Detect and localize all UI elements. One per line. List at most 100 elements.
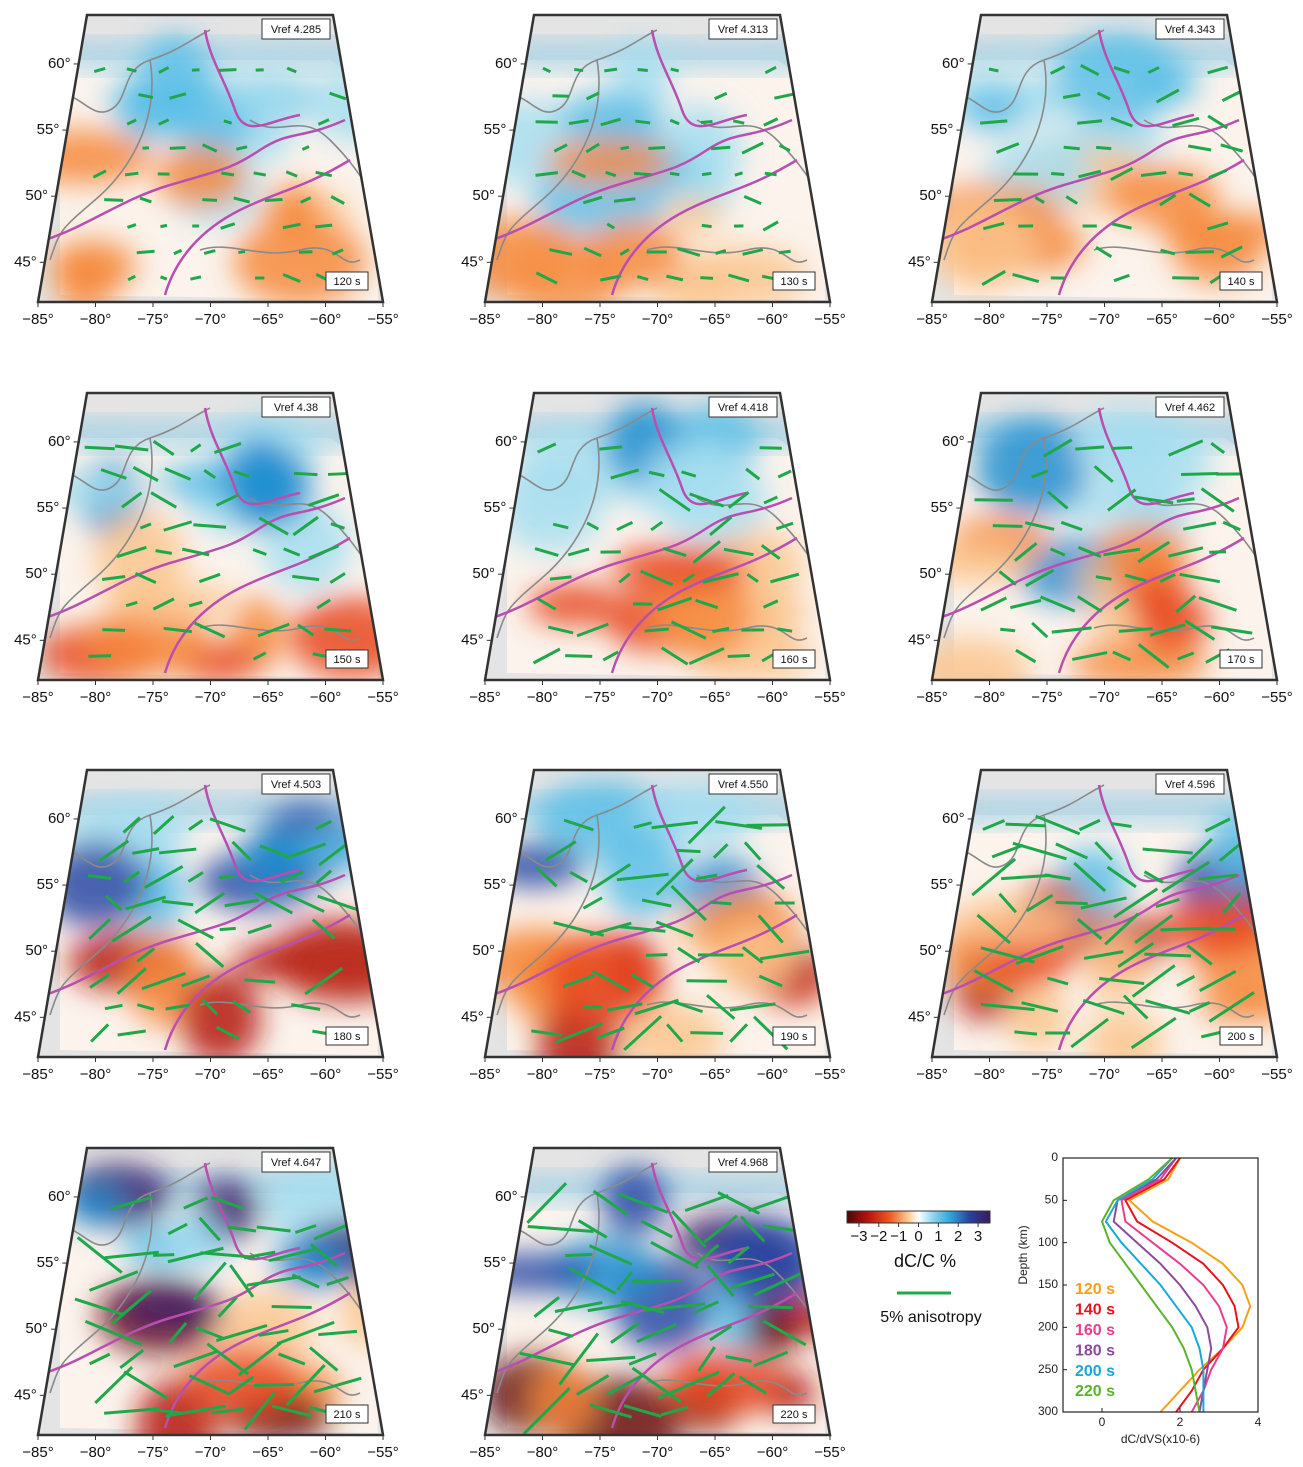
anisotropy-bar <box>604 69 617 71</box>
anisotropy-bar <box>238 251 245 252</box>
y-tick-label: 60° <box>495 1188 518 1205</box>
y-tick-label: 45° <box>461 1386 484 1403</box>
anisotropy-bar <box>1000 629 1015 630</box>
x-tick-label: −80° <box>80 311 111 328</box>
anomaly-blob <box>268 183 320 238</box>
x-tick-label: −80° <box>527 689 558 706</box>
x-tick-label: 2 <box>1177 1415 1184 1429</box>
colorbar-label: dC/C % <box>894 1251 956 1271</box>
anisotropy-bar <box>265 200 283 201</box>
y-tick-label: 45° <box>908 631 931 648</box>
y-tick-label: 50° <box>919 942 942 959</box>
x-tick-label: −55° <box>367 1444 398 1461</box>
colorbar-tick-label: 2 <box>954 1228 962 1245</box>
anisotropy-bar <box>315 225 332 227</box>
y-tick-label: 60° <box>48 810 71 827</box>
anisotropy-bar <box>631 1280 681 1281</box>
anisotropy-bar <box>645 629 669 631</box>
y-tick-label: 50 <box>1045 1193 1059 1207</box>
colorbar-tick-label: −3 <box>850 1228 867 1245</box>
anisotropy-bar <box>254 173 266 175</box>
x-tick-label: −65° <box>1146 1066 1177 1083</box>
y-tick-label: 55° <box>484 876 507 893</box>
anisotropy-bar <box>254 1385 294 1386</box>
vref-label: Vref 4.596 <box>1165 779 1215 791</box>
y-tick-label: 60° <box>495 810 518 827</box>
colorbar-tick-label: −1 <box>890 1228 907 1245</box>
y-tick-label: 55° <box>37 121 60 138</box>
anomaly-blob <box>530 1363 596 1435</box>
period-label: 180 s <box>334 1031 361 1043</box>
x-tick-label: −55° <box>1261 1066 1292 1083</box>
x-tick-label: −65° <box>699 689 730 706</box>
anisotropy-bar <box>202 200 217 201</box>
anisotropy-bar <box>993 526 1023 527</box>
x-tick-label: −55° <box>367 1066 398 1083</box>
x-tick-label: −60° <box>1204 1066 1235 1083</box>
y-tick-label: 60° <box>942 433 965 450</box>
anisotropy-bar <box>220 928 236 929</box>
colorbar-tick-label: −2 <box>870 1228 887 1245</box>
legend-entry: 140 s <box>1075 1302 1115 1319</box>
map-field <box>16 15 406 312</box>
anomaly-blob <box>644 442 746 497</box>
x-tick-label: −65° <box>252 689 283 706</box>
x-tick-label: −85° <box>916 311 947 328</box>
anisotropy-bar <box>294 473 317 474</box>
anomaly-blob <box>180 971 261 1064</box>
y-tick-label: 55° <box>931 121 954 138</box>
anisotropy-bar <box>552 96 568 97</box>
x-tick-label: −85° <box>916 689 947 706</box>
map-field <box>38 770 418 1064</box>
map-field <box>38 1148 428 1462</box>
anomaly-blob <box>1005 985 1069 1051</box>
x-tick-label: −55° <box>814 1066 845 1083</box>
anisotropy-bar <box>1051 173 1064 174</box>
anisotropy-bar <box>142 148 148 149</box>
anisotropy-bar <box>710 902 732 904</box>
x-tick-label: −85° <box>469 689 500 706</box>
x-tick-label: −65° <box>699 311 730 328</box>
y-tick-label: 45° <box>461 631 484 648</box>
anisotropy-bar <box>765 173 777 175</box>
x-tick-label: −70° <box>1089 689 1120 706</box>
x-tick-label: −85° <box>469 1444 500 1461</box>
x-tick-label: −65° <box>1146 689 1177 706</box>
anisotropy-bar <box>702 173 711 174</box>
x-tick-label: −75° <box>584 689 615 706</box>
y-tick-label: 60° <box>48 433 71 450</box>
legend-entry: 160 s <box>1075 1322 1115 1339</box>
anomaly-blob <box>1100 420 1212 506</box>
y-tick-label: 55° <box>931 499 954 516</box>
x-tick-label: −75° <box>137 1066 168 1083</box>
anisotropy-bar <box>648 147 665 148</box>
x-tick-label: 0 <box>1099 1415 1106 1429</box>
anisotropy-bar <box>671 69 679 71</box>
x-tick-label: −65° <box>699 1066 730 1083</box>
x-tick-label: −55° <box>367 689 398 706</box>
y-tick-label: 200 <box>1038 1320 1058 1334</box>
y-tick-label: 45° <box>14 631 37 648</box>
anomaly-blob <box>747 1303 798 1358</box>
y-tick-label: 50° <box>25 187 48 204</box>
x-tick-label: −60° <box>310 1066 341 1083</box>
anisotropy-bar <box>170 148 186 149</box>
anisotropy-bar <box>1200 929 1235 930</box>
y-tick-label: 55° <box>37 1254 60 1271</box>
anisotropy-bar <box>634 173 651 174</box>
anisotropy-bar <box>989 69 998 71</box>
x-tick-label: −70° <box>642 1066 673 1083</box>
x-tick-label: −70° <box>195 1444 226 1461</box>
anisotropy-bar <box>85 447 115 448</box>
y-tick-label: 50° <box>25 565 48 582</box>
y-tick-label: 55° <box>484 1254 507 1271</box>
anisotropy-bar <box>153 1255 174 1256</box>
anisotropy-bar <box>746 825 795 826</box>
x-tick-label: −75° <box>137 1444 168 1461</box>
x-tick-label: −70° <box>195 1066 226 1083</box>
x-tick-label: −80° <box>80 1066 111 1083</box>
anisotropy-bar <box>328 474 347 475</box>
y-tick-label: 50° <box>25 942 48 959</box>
